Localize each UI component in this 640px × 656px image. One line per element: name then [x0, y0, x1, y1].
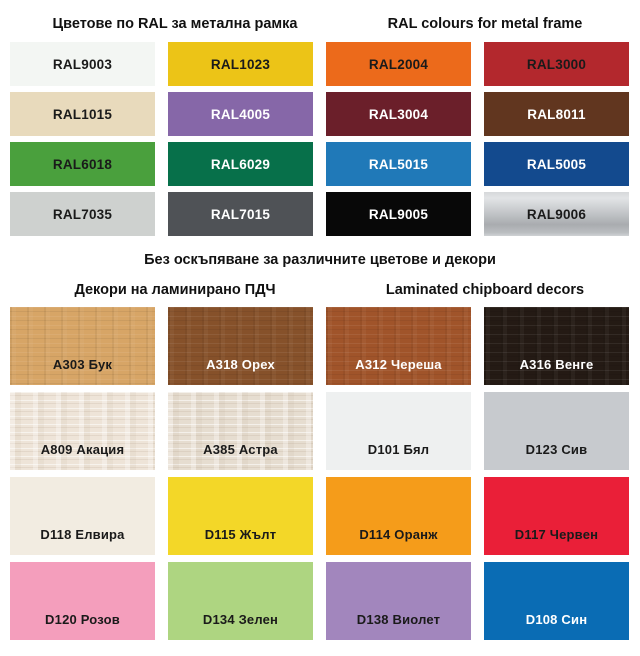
ral-swatch-ral1023[interactable]: RAL1023	[168, 42, 313, 86]
swatch-label: RAL6018	[52, 156, 113, 172]
swatch-label: RAL5005	[526, 156, 587, 172]
swatch-label: RAL4005	[210, 106, 271, 122]
swatch-label: D118 Елвира	[40, 527, 125, 542]
swatch-label: D114 Оранж	[359, 527, 438, 542]
ral-swatch-ral9006[interactable]: RAL9006	[484, 192, 629, 236]
wood-grain-texture	[10, 392, 155, 470]
decor-swatch-d114[interactable]: D114 Оранж	[326, 477, 471, 555]
swatch-label: RAL6029	[210, 156, 271, 172]
swatch-label: RAL1023	[210, 56, 271, 72]
decor-swatch-grid: A303 Бук A318 Орех A312 Череша A316 Венге A8…	[10, 307, 630, 640]
ral-section-heading: Цветове по RAL за метална рамка RAL colo…	[10, 16, 630, 32]
ral-swatch-ral4005[interactable]: RAL4005	[168, 92, 313, 136]
ral-swatch-ral5005[interactable]: RAL5005	[484, 142, 629, 186]
swatch-label: RAL2004	[368, 56, 429, 72]
swatch-label: D120 Розов	[45, 612, 120, 627]
decor-swatch-d118[interactable]: D118 Елвира	[10, 477, 155, 555]
ral-swatch-ral3004[interactable]: RAL3004	[326, 92, 471, 136]
decor-swatch-a303[interactable]: A303 Бук	[10, 307, 155, 385]
decor-swatch-d115[interactable]: D115 Жълт	[168, 477, 313, 555]
ral-swatch-ral8011[interactable]: RAL8011	[484, 92, 629, 136]
no-surcharge-note: Без оскъпяване за различните цветове и д…	[144, 252, 496, 268]
ral-heading-english: RAL colours for metal frame	[387, 16, 583, 32]
swatch-label: A303 Бук	[52, 357, 113, 372]
decor-swatch-a316[interactable]: A316 Венге	[484, 307, 629, 385]
ral-swatch-ral9005[interactable]: RAL9005	[326, 192, 471, 236]
swatch-label: A318 Орех	[206, 357, 275, 372]
swatch-label: A316 Венге	[519, 357, 594, 372]
swatch-label: RAL7035	[52, 206, 113, 222]
ral-swatch-ral2004[interactable]: RAL2004	[326, 42, 471, 86]
swatch-label: D138 Виолет	[356, 612, 441, 627]
swatch-label: D123 Сив	[525, 442, 588, 457]
color-palette-page: Цветове по RAL за метална рамка RAL colo…	[0, 16, 640, 656]
swatch-label: RAL1015	[52, 106, 113, 122]
decor-section-heading: Декори на ламинирано ПДЧ Laminated chipb…	[10, 282, 630, 298]
decor-swatch-d138[interactable]: D138 Виолет	[326, 562, 471, 640]
swatch-label: D117 Червен	[514, 527, 599, 542]
decor-swatch-d120[interactable]: D120 Розов	[10, 562, 155, 640]
decor-heading-english: Laminated chipboard decors	[385, 282, 585, 298]
decor-swatch-d123[interactable]: D123 Сив	[484, 392, 629, 470]
wood-grain-texture	[168, 307, 313, 385]
ral-swatch-ral6018[interactable]: RAL6018	[10, 142, 155, 186]
decor-swatch-a385[interactable]: A385 Астра	[168, 392, 313, 470]
swatch-label: D115 Жълт	[204, 527, 277, 542]
swatch-label: D134 Зелен	[202, 612, 279, 627]
swatch-label: A312 Череша	[355, 357, 442, 372]
ral-swatch-ral6029[interactable]: RAL6029	[168, 142, 313, 186]
swatch-label: D108 Син	[525, 612, 588, 627]
swatch-label: D101 Бял	[367, 442, 430, 457]
ral-swatch-ral3000[interactable]: RAL3000	[484, 42, 629, 86]
ral-swatch-ral7015[interactable]: RAL7015	[168, 192, 313, 236]
swatch-label: RAL5015	[368, 156, 429, 172]
wood-grain-texture	[168, 392, 313, 470]
wood-grain-texture	[326, 307, 471, 385]
swatch-label: A385 Астра	[203, 442, 278, 457]
swatch-label: RAL9006	[526, 206, 587, 222]
ral-swatch-ral1015[interactable]: RAL1015	[10, 92, 155, 136]
ral-swatch-ral9003[interactable]: RAL9003	[10, 42, 155, 86]
decor-swatch-d101[interactable]: D101 Бял	[326, 392, 471, 470]
ral-heading-bulgarian: Цветове по RAL за метална рамка	[52, 16, 298, 32]
decor-heading-bulgarian: Декори на ламинирано ПДЧ	[74, 282, 276, 298]
swatch-label: RAL9003	[52, 56, 113, 72]
decor-swatch-d108[interactable]: D108 Син	[484, 562, 629, 640]
wood-grain-texture	[10, 307, 155, 385]
ral-swatch-ral5015[interactable]: RAL5015	[326, 142, 471, 186]
swatch-label: RAL8011	[527, 106, 586, 122]
wood-grain-texture	[484, 307, 629, 385]
decor-swatch-d117[interactable]: D117 Червен	[484, 477, 629, 555]
swatch-label: RAL7015	[210, 206, 271, 222]
swatch-label: A809 Акация	[40, 442, 125, 457]
decor-swatch-a312[interactable]: A312 Череша	[326, 307, 471, 385]
swatch-label: RAL3004	[368, 106, 429, 122]
swatch-label: RAL9005	[368, 206, 429, 222]
ral-swatch-ral7035[interactable]: RAL7035	[10, 192, 155, 236]
decor-swatch-a318[interactable]: A318 Орех	[168, 307, 313, 385]
decor-swatch-d134[interactable]: D134 Зелен	[168, 562, 313, 640]
ral-swatch-grid: RAL9003 RAL1023 RAL2004 RAL3000 RAL1015 RAL40…	[10, 42, 630, 236]
decor-swatch-a809[interactable]: A809 Акация	[10, 392, 155, 470]
swatch-label: RAL3000	[526, 56, 587, 72]
